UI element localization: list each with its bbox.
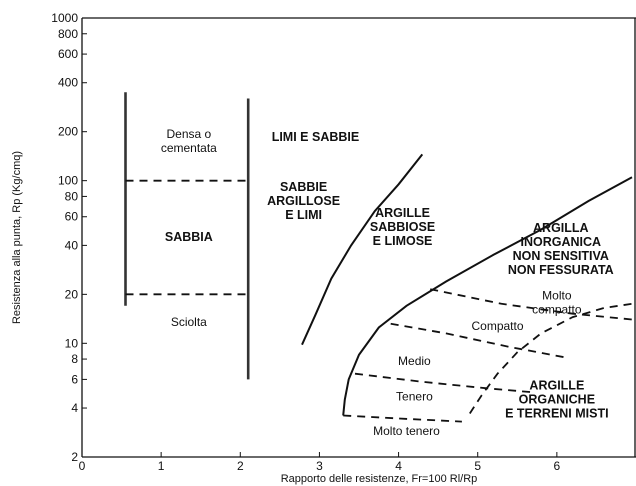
y-tick-label: 2 [71,450,78,464]
boundary-curve-argilla-inorganica [342,176,633,416]
x-axis-label: Rapporto delle resistenze, Fr=100 Rl/Rp [281,473,478,485]
region-label: SABBIA [165,230,213,244]
y-tick-label: 60 [65,210,79,224]
y-axis-label: Resistenza alla punta, Rp (Kg/cmq) [11,151,23,324]
x-tick-label: 6 [554,459,561,473]
y-tick-label: 80 [65,189,79,203]
y-tick-label: 20 [65,287,79,301]
y-tick-label: 600 [58,47,78,61]
x-tick-label: 5 [474,459,481,473]
chart-axes [81,17,636,458]
region-label: Densa o cementata [161,127,217,155]
y-tick-label: 40 [65,238,79,252]
region-label: ARGILLE ORGANICHE E TERRENI MISTI [505,379,608,421]
boundary-curve-limi-argille [301,153,424,346]
y-tick-label: 4 [71,401,78,415]
chart-boundaries [124,92,633,423]
x-tick-label: 4 [395,459,402,473]
y-tick-label: 10 [65,336,79,350]
region-label: ARGILLE SABBIOSE E LIMOSE [370,206,435,248]
boundary-dash-sinuous [469,302,633,414]
region-label: Tenero [396,390,433,404]
boundary-dash-compatto-medio [390,322,565,359]
y-tick-label: 800 [58,27,78,41]
x-tick-label: 1 [158,459,165,473]
region-label: LIMI E SABBIE [272,130,360,144]
boundary-dash-medio-tenero [354,372,534,394]
region-label: Molto compatto [532,289,582,317]
boundary-dash-molto-compatto [430,288,633,321]
region-label: Medio [398,354,431,368]
region-label: SABBIE ARGILLOSE E LIMI [267,180,340,222]
x-tick-label: 0 [79,459,86,473]
y-tick-label: 8 [71,352,78,366]
y-tick-label: 200 [58,125,78,139]
y-tick-label: 1000 [51,11,78,25]
region-label: Molto tenero [373,424,440,438]
boundary-dash-tenero-moltotenero [343,414,462,423]
x-tick-label: 2 [237,459,244,473]
region-label: Sciolta [171,315,207,329]
y-tick-label: 100 [58,174,78,188]
region-label: Compatto [471,319,523,333]
y-tick-label: 6 [71,372,78,386]
region-label: ARGILLA INORGANICA NON SENSITIVA NON FESSUR… [508,221,614,277]
x-tick-label: 3 [316,459,323,473]
y-tick-label: 400 [58,76,78,90]
region-labels: Densa o cementata LIMI E SABBIE SABBIA SABBI… [161,127,614,438]
